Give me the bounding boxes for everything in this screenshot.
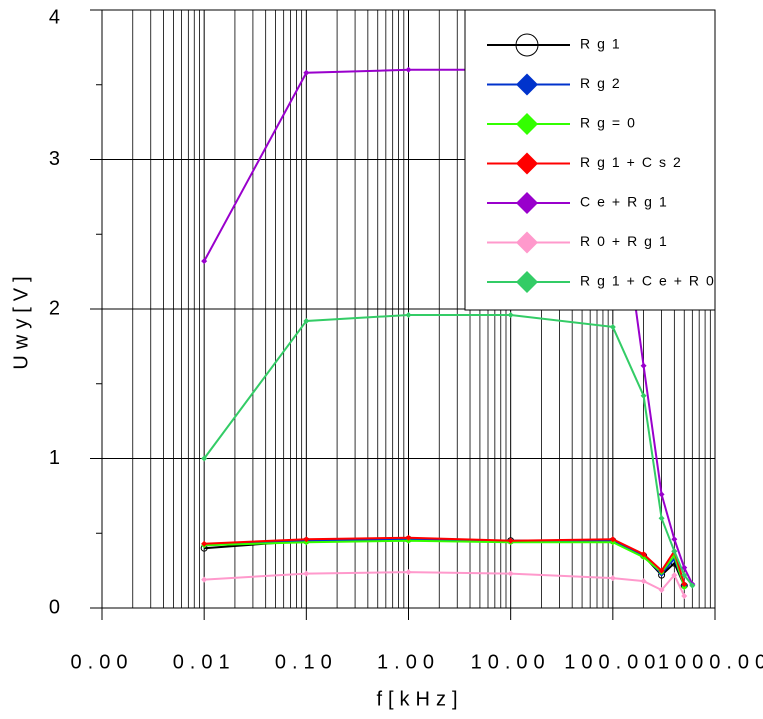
marker [303,317,310,324]
marker [507,570,514,577]
marker [658,587,665,594]
marker [658,515,665,522]
legend-label: Rg1 [580,36,627,52]
marker [681,572,688,579]
series-line [203,313,694,587]
legend-label: Rg=0 [580,115,642,131]
legend-marker [516,231,538,254]
marker [507,311,514,318]
marker [405,534,412,541]
marker [201,576,208,583]
legend-label: Rg2 [580,75,627,91]
marker [681,581,688,588]
legend-marker [516,113,538,135]
x-tick-label: 100.00 [564,651,661,673]
marker [671,548,678,555]
marker [405,66,412,73]
marker [609,575,616,582]
y-tick-label: 1 [49,447,66,469]
marker [681,593,688,600]
marker [689,582,696,589]
legend-label: Ce+Rg1 [580,194,674,210]
y-tick-label: 0 [49,596,66,618]
marker [303,69,310,76]
legend-label: Rg1+Ce+R0 [580,273,721,289]
legend-marker [516,73,538,96]
x-tick-label: 0.10 [275,651,338,673]
legend-marker [516,192,538,214]
marker [640,362,647,369]
marker [405,311,412,318]
x-tick-label: 0.00 [71,651,134,673]
x-tick-label: 1000.00 [658,651,763,673]
marker [671,572,678,579]
marker [201,540,208,547]
legend-marker [516,152,538,175]
marker [303,570,310,577]
legend-marker [515,33,539,57]
y-tick-label: 4 [49,6,66,28]
legend-label: R0+Rg1 [580,233,674,249]
legend-box [464,9,716,311]
y-tick-label: 3 [49,148,66,170]
legend-label: Rg1+Cs2 [580,154,688,170]
marker [201,455,208,462]
marker [303,536,310,543]
marker [658,491,665,498]
marker [405,569,412,576]
x-tick-label: 0.01 [173,651,236,673]
marker [609,323,616,330]
x-tick-label: 1.00 [377,651,440,673]
y-tick-label: 2 [49,297,66,319]
x-axis-label: f[kHz] [376,688,463,710]
marker [658,567,665,574]
marker [640,551,647,558]
legend-marker [516,271,538,293]
marker [640,578,647,585]
marker [507,537,514,544]
marker [640,392,647,399]
marker [671,536,678,543]
marker [201,258,208,265]
y-axis-label: Uwy[V] [10,270,32,369]
marker [609,536,616,543]
x-tick-label: 10.00 [471,651,551,673]
